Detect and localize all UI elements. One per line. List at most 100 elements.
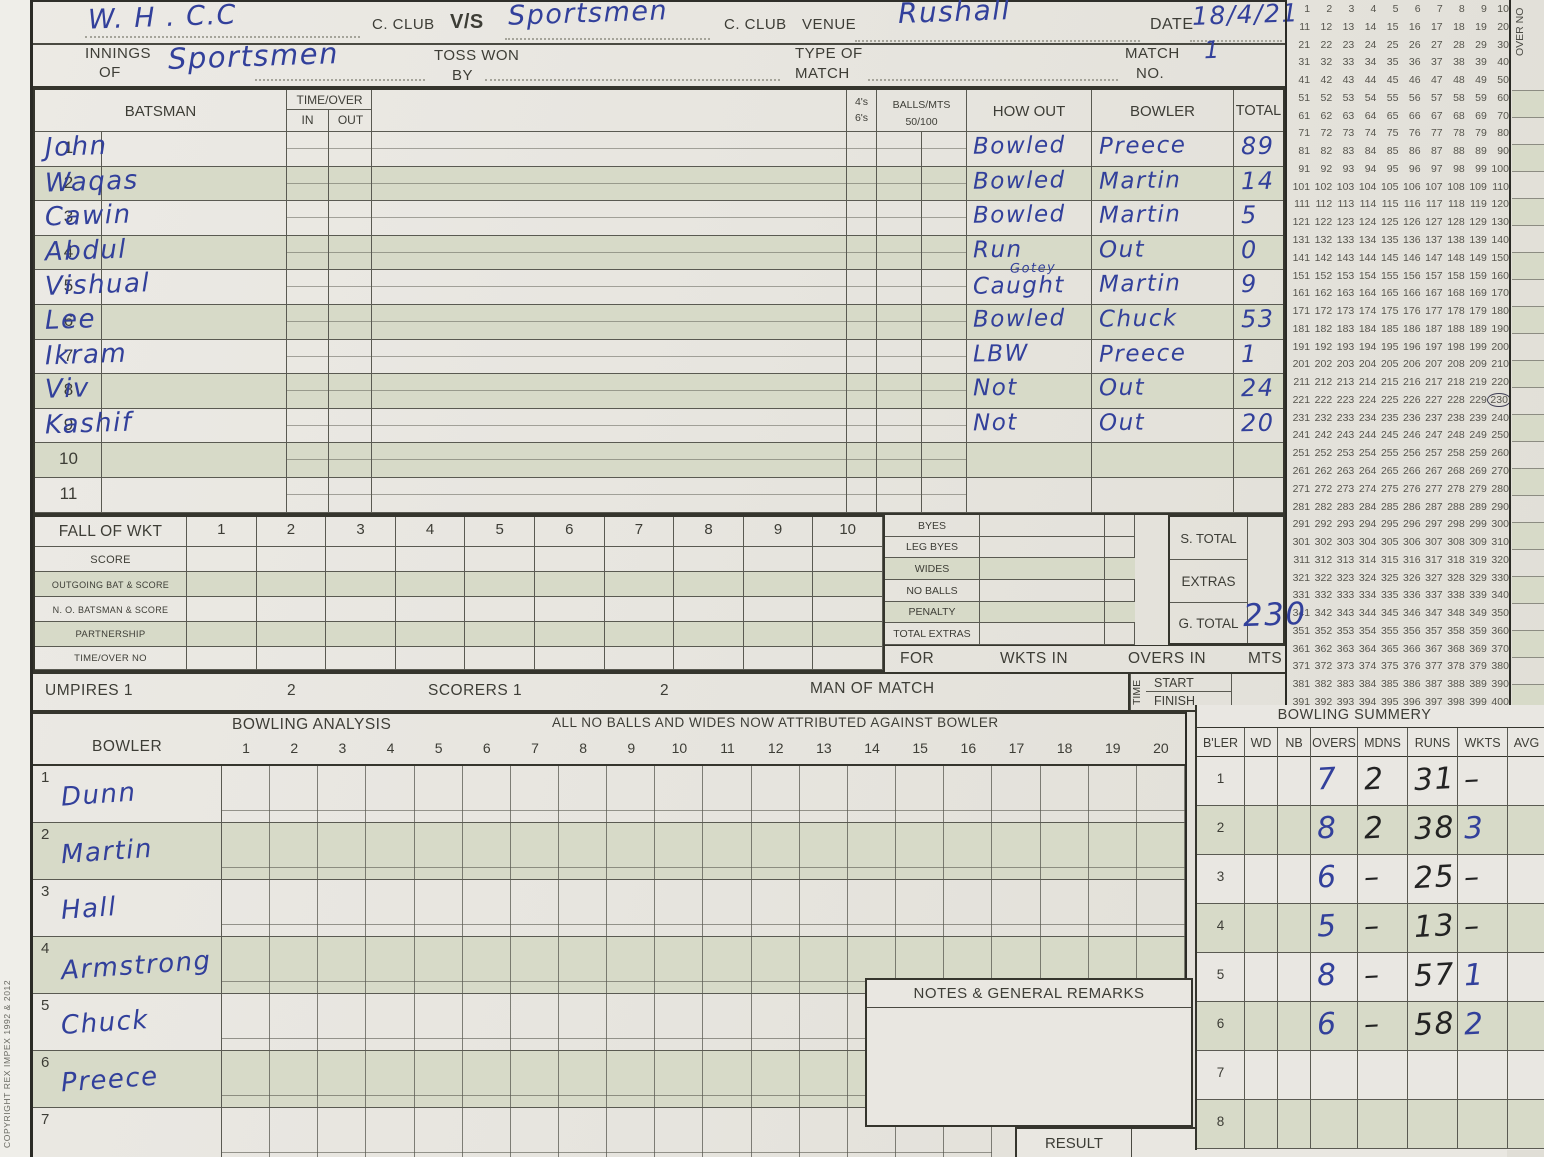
analysis-cell <box>704 879 752 937</box>
analysis-cell <box>559 879 608 937</box>
tally-number: 103 <box>1336 180 1355 193</box>
tally-number: 174 <box>1358 305 1377 318</box>
tally-number: 15 <box>1386 20 1399 33</box>
batting-cell <box>102 339 287 375</box>
tally-number: 98 <box>1453 162 1465 175</box>
analysis-over-number: 11 <box>720 740 735 756</box>
tally-number: 71 <box>1298 127 1311 140</box>
mts-label: MTS <box>1248 650 1283 667</box>
tally-number: 13 <box>1342 20 1355 33</box>
batsman-number: 8 <box>63 380 74 400</box>
umpire2-label: 2 <box>287 682 297 699</box>
tally-number: 213 <box>1336 376 1355 389</box>
tally-row: 71 72 73 74 75 76 77 78 79 80 <box>1288 125 1509 143</box>
fow-cell <box>744 572 814 597</box>
fow-cell <box>187 622 257 647</box>
tally-row: 251 252 253 254 255 256 257 258 259 260 <box>1288 445 1509 463</box>
batting-cell <box>287 235 329 271</box>
extras-value-cell <box>980 579 1105 602</box>
tally-number: 8 <box>1458 3 1465 15</box>
batting-cell <box>287 201 329 236</box>
tally-number: 303 <box>1336 536 1355 549</box>
tally-number: 117 <box>1425 198 1443 211</box>
bowler-name-cell <box>33 765 222 823</box>
bowler-name-cell <box>33 993 222 1051</box>
tally-number: 181 <box>1292 322 1311 335</box>
tally-number: 140 <box>1491 234 1509 246</box>
tally-number: 75 <box>1386 127 1399 140</box>
tally-number: 11 <box>1299 20 1311 33</box>
bowling-row: 2 Martin <box>33 822 1185 880</box>
tally-number: 36 <box>1408 56 1421 69</box>
summary-row: 6 6–58 2 <box>1197 1002 1544 1051</box>
batting-cell <box>287 443 329 478</box>
tally-number: 188 <box>1447 322 1465 335</box>
analysis-cell <box>1137 936 1185 994</box>
bowling-row: 7 <box>33 1107 1185 1157</box>
fow-cell <box>535 547 605 572</box>
analysis-cell <box>222 822 271 880</box>
home-club-name: W. H . C.C <box>87 0 238 36</box>
summary-cell <box>1408 1100 1458 1149</box>
tally-number: 105 <box>1380 180 1399 193</box>
tally-number: 114 <box>1359 198 1377 211</box>
tally-number: 185 <box>1380 322 1399 335</box>
tally-number: 49 <box>1475 74 1487 87</box>
batting-cell <box>287 408 329 444</box>
batting-cell <box>967 408 1092 444</box>
analysis-cell <box>848 1107 897 1157</box>
analysis-cell <box>366 879 415 937</box>
fow-cell <box>744 547 814 572</box>
tally-number: 69 <box>1475 109 1487 122</box>
tally-number: 178 <box>1447 305 1465 318</box>
tally-number: 381 <box>1292 678 1311 691</box>
fow-cell <box>605 597 675 622</box>
scoring-subline <box>287 217 967 219</box>
tally-number: 25 <box>1386 38 1399 51</box>
tally-number: 87 <box>1430 145 1443 158</box>
analysis-cell <box>1137 822 1185 880</box>
col-header-scoring <box>372 90 847 132</box>
tally-number: 59 <box>1475 91 1487 104</box>
tally-number: 360 <box>1491 624 1509 637</box>
tally-number: 250 <box>1491 429 1509 442</box>
tally-number: 344 <box>1358 607 1377 620</box>
extras-row: BYES <box>885 515 1135 537</box>
grand-total-value: 230 <box>1242 595 1308 635</box>
analysis-cell <box>607 765 656 823</box>
tally-number: 354 <box>1358 624 1377 637</box>
tally-number: 320 <box>1491 553 1509 566</box>
summary-cell: – <box>1458 757 1508 806</box>
analysis-cell <box>944 765 993 823</box>
tally-number: 6 <box>1414 3 1421 15</box>
analysis-over-number: 4 <box>386 740 395 756</box>
fow-cell: 1 <box>187 517 257 547</box>
batsman-total-value: 53 <box>1240 304 1275 334</box>
batting-cell <box>967 443 1092 478</box>
over-no-strip-cell <box>1512 550 1544 577</box>
extras-value-cell <box>980 623 1105 645</box>
fow-row: TIME/OVER NO <box>35 647 883 670</box>
analysis-cell <box>270 765 319 823</box>
fow-cell <box>326 572 396 597</box>
tally-number: 101 <box>1292 180 1311 193</box>
tally-number: 223 <box>1336 393 1355 406</box>
analysis-cell <box>848 936 897 994</box>
analysis-cell <box>222 879 271 937</box>
tally-number: 146 <box>1403 251 1421 264</box>
tally-number: 119 <box>1470 198 1487 211</box>
analysis-cell <box>415 993 463 1051</box>
tally-number: 22 <box>1320 38 1333 51</box>
summary-cell: 57 <box>1408 953 1458 1002</box>
col-header-how-out: HOW OUT <box>967 90 1092 132</box>
tally-number: 138 <box>1447 234 1465 246</box>
tally-number: 108 <box>1447 180 1465 193</box>
analysis-cell <box>992 822 1041 880</box>
batsman-name: Vishual <box>44 268 151 303</box>
rule-line <box>505 38 710 40</box>
batting-cell <box>329 235 372 271</box>
fow-cell <box>465 547 535 572</box>
tally-number: 215 <box>1380 376 1399 389</box>
tally-number: 349 <box>1469 607 1487 620</box>
tally-number: 273 <box>1336 482 1355 495</box>
